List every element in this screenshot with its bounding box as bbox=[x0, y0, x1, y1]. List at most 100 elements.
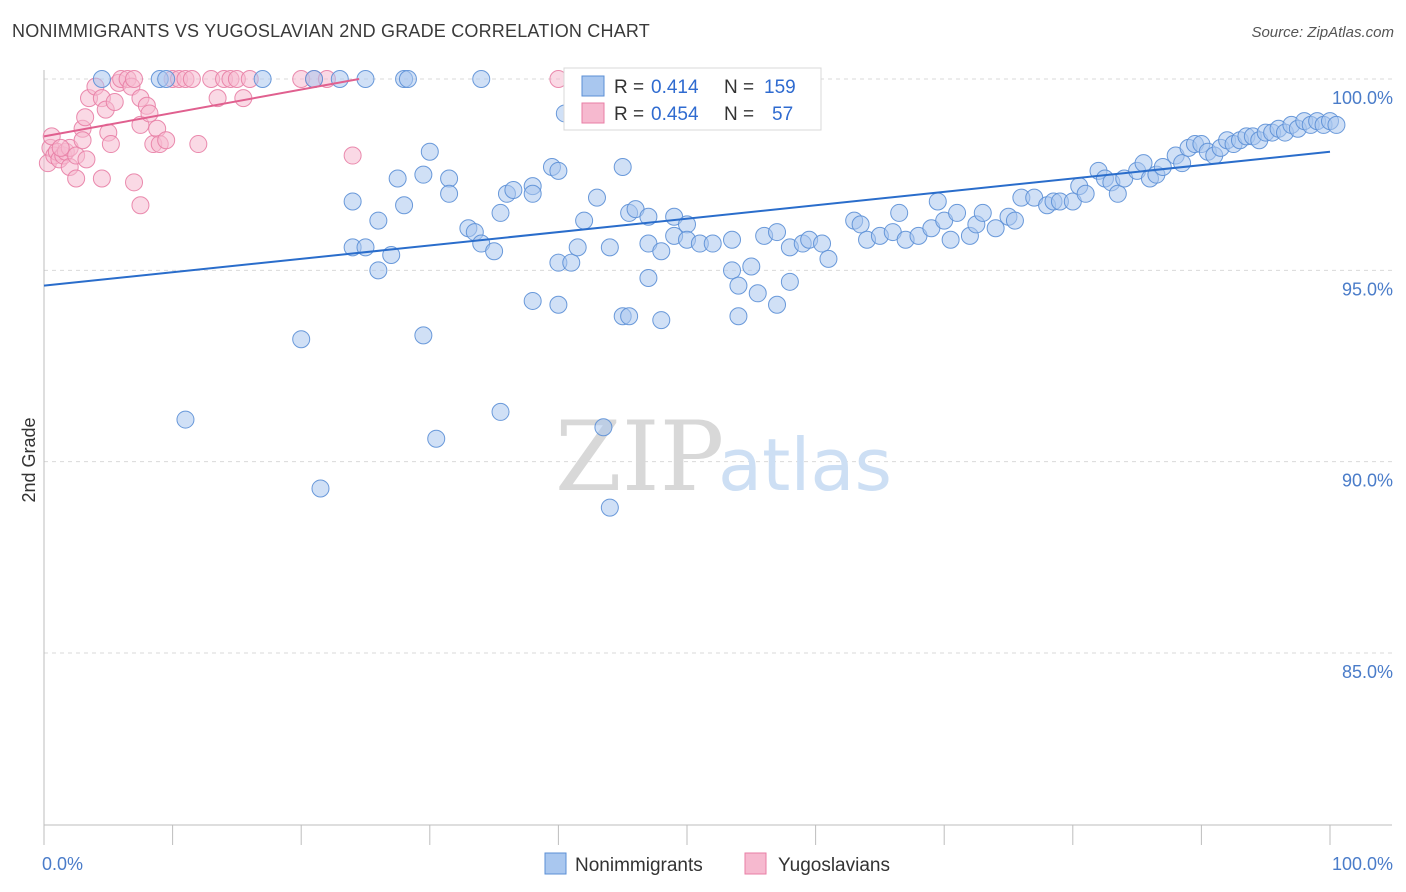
nonimmigrants-point-26 bbox=[395, 196, 414, 215]
nonimmigrants-point-76 bbox=[491, 402, 510, 421]
yugoslavians-point-20 bbox=[105, 92, 124, 111]
trend-lines bbox=[43, 78, 1331, 287]
nonimmigrants-point-60 bbox=[742, 257, 761, 276]
watermark-zip: ZIP bbox=[555, 401, 724, 513]
yugoslavians-point-52 bbox=[125, 173, 144, 192]
series-legend: Nonimmigrants Yugoslavians bbox=[544, 852, 890, 876]
nonimmigrants-point-70 bbox=[620, 307, 639, 326]
nonimmigrants-point-75 bbox=[176, 410, 195, 429]
chart-title: NONIMMIGRANTS VS YUGOSLAVIAN 2ND GRADE C… bbox=[12, 21, 650, 41]
nonimmigrants-point-63 bbox=[729, 276, 748, 295]
nonimmigrants-point-96 bbox=[973, 203, 992, 222]
yugoslavians-point-26 bbox=[125, 70, 144, 88]
nonimmigrants-point-43 bbox=[562, 253, 581, 272]
nonimmigrants-point-13 bbox=[414, 165, 433, 184]
nonimmigrants-point-14 bbox=[440, 169, 459, 188]
yugoslavians-point-51 bbox=[92, 169, 111, 188]
nonimmigrants-point-93 bbox=[948, 203, 967, 222]
nonimmigrants-point-11 bbox=[420, 142, 439, 161]
nonimmigrants-point-107 bbox=[1076, 184, 1095, 203]
nonimmigrants-point-86 bbox=[890, 203, 909, 222]
nonimmigrants-point-12 bbox=[388, 169, 407, 188]
nonimmigrants-point-38 bbox=[369, 261, 388, 280]
nonimmigrants-point-92 bbox=[941, 230, 960, 249]
legend-label-nonimmigrants: Nonimmigrants bbox=[575, 855, 703, 876]
nonimmigrants-point-8 bbox=[398, 70, 417, 88]
stats-legend: R = 0.414 N = 159 R = 0.454 N = 57 bbox=[563, 67, 822, 131]
yugoslavians-point-12 bbox=[73, 131, 92, 150]
nonimmigrants-point-73 bbox=[292, 330, 311, 349]
yugoslavians-point-21 bbox=[101, 135, 120, 154]
nonimmigrants-point-25 bbox=[369, 211, 388, 230]
stats-swatch-pink bbox=[581, 102, 605, 124]
nonimmigrants-point-17 bbox=[504, 180, 523, 199]
nonimmigrants-point-22 bbox=[613, 158, 632, 177]
nonimmigrants-point-52 bbox=[723, 230, 742, 249]
yugoslavians-point-38 bbox=[189, 135, 208, 154]
nonimmigrants-point-79 bbox=[311, 479, 330, 498]
stats-n-value-2: 57 bbox=[772, 104, 793, 125]
nonimmigrants-point-80 bbox=[600, 498, 619, 517]
source-label: Source: ZipAtlas.com bbox=[1251, 24, 1394, 41]
nonimmigrants-point-78 bbox=[594, 418, 613, 437]
nonimmigrants-point-77 bbox=[427, 429, 446, 448]
nonimmigrants-point-59 bbox=[819, 249, 838, 268]
yugoslavians-point-34 bbox=[157, 131, 176, 150]
nonimmigrants-point-67 bbox=[549, 295, 568, 314]
nonimmigrants-point-143 bbox=[1327, 115, 1346, 134]
nonimmigrants-point-6 bbox=[356, 70, 375, 88]
yugoslavians-point-54 bbox=[208, 89, 227, 108]
stats-n-value-1: 159 bbox=[764, 77, 796, 98]
nonimmigrants-point-97 bbox=[986, 219, 1005, 238]
nonimmigrants-point-117 bbox=[1153, 158, 1172, 177]
yugoslavians-point-14 bbox=[77, 150, 96, 169]
nonimmigrants-points bbox=[92, 70, 1346, 517]
axes bbox=[43, 70, 1392, 845]
nonimmigrants-point-3 bbox=[253, 70, 272, 88]
y-axis-label: 2nd Grade bbox=[19, 417, 39, 502]
stats-r-label-2: R = bbox=[614, 104, 644, 125]
x-tick-labels: 0.0% 100.0% bbox=[42, 854, 1393, 874]
yugoslavians-point-53 bbox=[131, 196, 150, 215]
nonimmigrants-point-15 bbox=[440, 184, 459, 203]
nonimmigrants-point-23 bbox=[587, 188, 606, 207]
legend-swatch-yugoslavians bbox=[744, 852, 767, 875]
legend-swatch-nonimmigrants bbox=[544, 852, 567, 875]
nonimmigrants-point-58 bbox=[813, 234, 832, 253]
yugoslavians-trend-line bbox=[43, 78, 360, 138]
watermark: ZIP atlas bbox=[555, 401, 892, 513]
yugoslavians-point-48 bbox=[343, 146, 362, 165]
y-tick-labels: 100.0% 95.0% 90.0% 85.0% bbox=[1332, 88, 1393, 682]
nonimmigrants-point-47 bbox=[652, 242, 671, 261]
nonimmigrants-point-111 bbox=[1108, 184, 1127, 203]
nonimmigrants-point-72 bbox=[729, 307, 748, 326]
y-tick-label-3: 85.0% bbox=[1342, 662, 1393, 682]
nonimmigrants-point-119 bbox=[1173, 154, 1192, 173]
nonimmigrants-point-9 bbox=[472, 70, 491, 88]
nonimmigrants-point-29 bbox=[491, 203, 510, 222]
nonimmigrants-point-44 bbox=[568, 238, 587, 257]
stats-box bbox=[563, 67, 822, 131]
nonimmigrants-point-82 bbox=[851, 215, 870, 234]
nonimmigrants-point-62 bbox=[639, 268, 658, 287]
x-tick-label-1: 100.0% bbox=[1332, 854, 1393, 874]
yugoslavians-points bbox=[38, 70, 568, 215]
nonimmigrants-point-4 bbox=[305, 70, 324, 88]
yugoslavians-point-55 bbox=[182, 70, 201, 88]
nonimmigrants-point-45 bbox=[600, 238, 619, 257]
nonimmigrants-point-54 bbox=[768, 223, 787, 242]
nonimmigrants-point-74 bbox=[414, 326, 433, 345]
nonimmigrants-point-68 bbox=[768, 295, 787, 314]
nonimmigrants-point-66 bbox=[523, 291, 542, 310]
yugoslavians-point-13 bbox=[76, 108, 95, 127]
stats-r-label-1: R = bbox=[614, 77, 644, 98]
nonimmigrants-point-71 bbox=[652, 311, 671, 330]
stats-n-label-1: N = bbox=[724, 77, 754, 98]
nonimmigrants-point-0 bbox=[92, 70, 111, 88]
nonimmigrants-point-65 bbox=[748, 284, 767, 303]
nonimmigrants-point-33 bbox=[639, 207, 658, 226]
stats-r-value-1: 0.414 bbox=[651, 77, 699, 98]
y-tick-label-2: 90.0% bbox=[1342, 471, 1393, 491]
stats-swatch-blue bbox=[581, 75, 605, 97]
